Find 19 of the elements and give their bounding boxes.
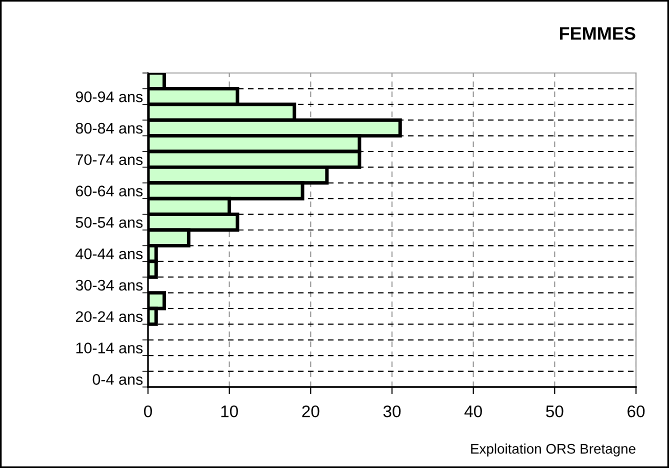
y-tick-label: 50-54 ans [76,217,143,228]
x-tick-label: 60 [628,405,645,418]
x-tick-label: 30 [383,405,401,418]
x-tick-label: 0 [144,405,152,418]
y-tick-label: 70-74 ans [76,154,143,166]
x-tick-label: 10 [221,405,238,418]
y-tick-label: 40-44 ans [76,248,143,260]
x-tick-label: 50 [546,405,564,418]
y-tick-label: 60-64 ans [76,186,143,196]
y-tick-label: 0-4 ans [92,374,143,385]
y-tick-label: 90-94 ans [76,91,143,102]
text: Exploitation ORS Bretagne [471,444,636,456]
x-tick-label: 20 [302,405,320,418]
chart-subtitle: FEMMES [560,27,636,40]
y-tick-label: 10-14 ans [76,342,143,354]
y-tick-label: 30-34 ans [76,280,143,291]
y-tick-label: 20-24 ans [76,311,143,322]
y-tick-label: 80-84 ans [76,122,143,134]
x-tick-label: 40 [464,405,482,418]
